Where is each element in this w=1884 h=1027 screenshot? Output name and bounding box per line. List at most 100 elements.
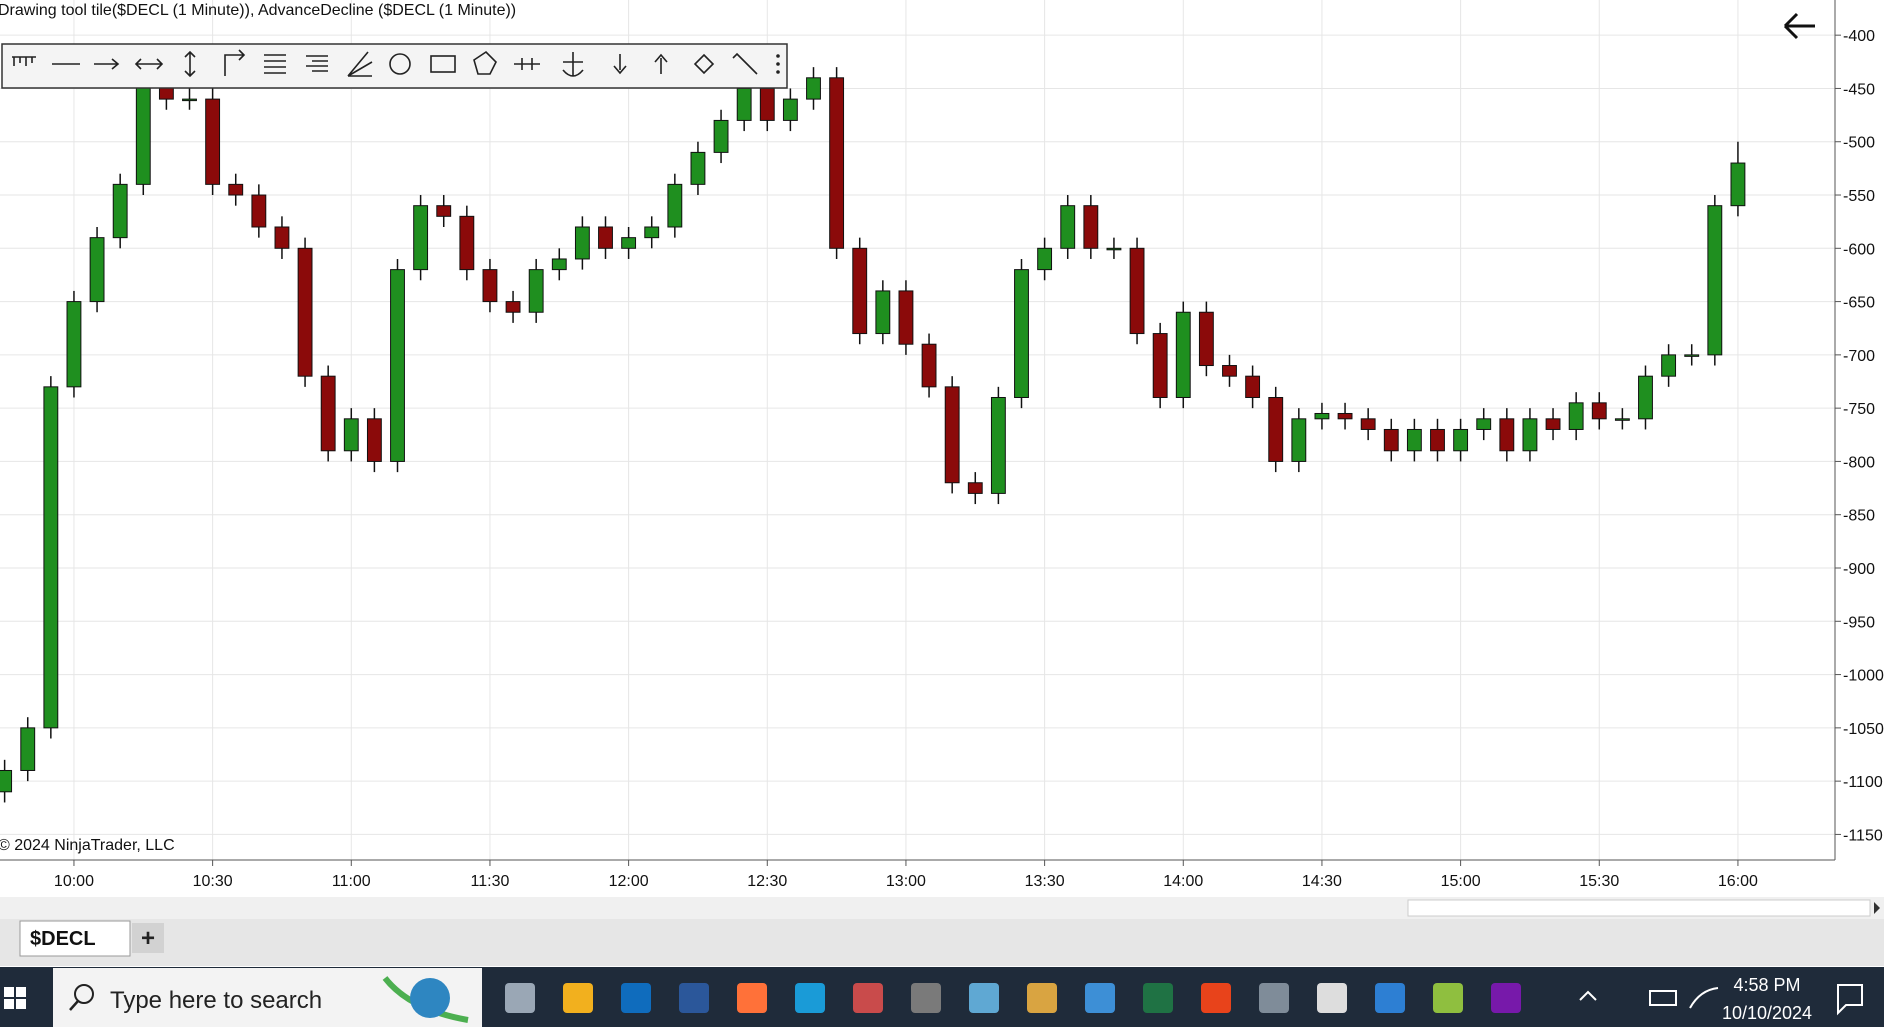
arrow-up-tool[interactable]	[654, 53, 668, 74]
tab[interactable]	[19, 920, 131, 957]
scroll-right[interactable]	[1874, 902, 1880, 914]
gann-tool[interactable]	[347, 51, 373, 77]
wifi-icon[interactable]	[1689, 987, 1719, 1009]
diamond-tool[interactable]	[693, 53, 715, 75]
arrow-line-tool[interactable]	[224, 49, 246, 76]
app-icon[interactable]	[1201, 983, 1231, 1013]
search-icon[interactable]	[74, 984, 94, 1004]
candle-body	[598, 226, 613, 249]
fib-tool[interactable]	[306, 55, 328, 72]
candle-body	[782, 98, 798, 121]
extended-line-tool[interactable]	[134, 58, 164, 70]
region-tool[interactable]	[514, 58, 540, 70]
app-icon[interactable]	[1259, 983, 1289, 1013]
app-icon[interactable]	[1317, 983, 1347, 1013]
y-tick-label: -600	[1843, 241, 1875, 258]
tray-chevron[interactable]	[1579, 990, 1597, 1001]
y-tick-label: -1100	[1843, 774, 1883, 791]
y-tick-label: -900	[1843, 561, 1875, 578]
tab-bar	[0, 919, 1884, 966]
candle-body	[667, 183, 683, 228]
candle-body	[1360, 418, 1376, 430]
horizontal-lines-tool[interactable]	[264, 54, 286, 74]
app-icon[interactable]	[1027, 983, 1057, 1013]
add-tab[interactable]	[132, 923, 164, 953]
candle-body	[1152, 333, 1168, 398]
scroll-thumb[interactable]	[1407, 899, 1871, 917]
app-icon[interactable]	[911, 983, 941, 1013]
drawing-toolbar	[1, 43, 788, 89]
app-icon[interactable]	[795, 983, 825, 1013]
menu-dot[interactable]	[776, 62, 780, 66]
pencil-tool[interactable]	[732, 52, 758, 75]
back-arrow[interactable]	[1783, 12, 1815, 40]
candle-body	[1060, 205, 1076, 249]
clock-date[interactable]: 10/10/2024	[1722, 1003, 1812, 1023]
app-icon[interactable]	[621, 983, 651, 1013]
app-icon[interactable]	[1433, 983, 1463, 1013]
app-icon[interactable]	[1085, 983, 1115, 1013]
x-tick-label: 10:00	[54, 873, 94, 890]
candle-body	[1730, 162, 1746, 207]
app-icon[interactable]	[1491, 983, 1521, 1013]
candle-body	[1314, 412, 1330, 420]
app-icon[interactable]	[679, 983, 709, 1013]
start-logo[interactable]	[4, 987, 14, 997]
chart-title: Drawing tool tile($DECL (1 Minute)), Adv…	[0, 2, 516, 19]
scrollbar[interactable]	[0, 897, 1884, 919]
x-tick-label: 13:30	[1025, 873, 1065, 890]
candle-body	[366, 418, 382, 462]
ruler-tool[interactable]	[12, 56, 36, 66]
anchor-tool[interactable]	[562, 52, 584, 77]
add-tab-label[interactable]: +	[141, 925, 155, 952]
notifications-icon[interactable]	[1837, 984, 1863, 1016]
app-icon[interactable]	[853, 983, 883, 1013]
ellipse-tool[interactable]	[389, 53, 411, 75]
app-icon[interactable]	[563, 983, 593, 1013]
tab-label[interactable]: $DECL	[30, 928, 96, 950]
menu-dot[interactable]	[776, 70, 780, 74]
candle-body	[1568, 402, 1584, 430]
candle-body	[482, 269, 498, 303]
candle-body	[1707, 205, 1723, 356]
y-tick-label: -700	[1843, 348, 1875, 365]
candle-body	[1175, 311, 1191, 398]
y-tick-label: -800	[1843, 454, 1875, 471]
candle-body	[320, 375, 336, 452]
candle-body	[1129, 247, 1145, 335]
ray-tool[interactable]	[94, 58, 120, 70]
arrow-down-tool[interactable]	[613, 54, 627, 75]
candle-body	[228, 183, 244, 196]
app-icon[interactable]	[737, 983, 767, 1013]
start-button[interactable]	[4, 987, 26, 1009]
y-tick-label: -950	[1843, 614, 1875, 631]
copyright: © 2024 NinjaTrader, LLC	[0, 837, 175, 854]
y-tick-label: -1050	[1843, 721, 1884, 738]
rectangle-tool[interactable]	[430, 55, 456, 73]
clock-time[interactable]: 4:58 PM	[1733, 975, 1800, 995]
app-icon[interactable]	[505, 983, 535, 1013]
toolbar-icons[interactable]	[12, 49, 758, 78]
x-tick-label: 11:30	[471, 873, 510, 890]
y-tick-label: -500	[1843, 135, 1875, 152]
menu-dot[interactable]	[776, 54, 780, 58]
candle-body	[713, 119, 729, 153]
candle-body	[1522, 418, 1538, 452]
candle-body	[1037, 247, 1053, 271]
battery-icon[interactable]	[1649, 990, 1677, 1006]
search-icon[interactable]	[69, 1000, 79, 1011]
candle-body	[1106, 247, 1122, 251]
search-placeholder[interactable]: Type here to search	[110, 987, 322, 1014]
app-icon[interactable]	[969, 983, 999, 1013]
candle-body	[413, 205, 429, 271]
x-tick-label: 15:30	[1579, 873, 1619, 890]
start-logo[interactable]	[16, 987, 26, 997]
start-logo[interactable]	[16, 999, 26, 1009]
app-icon[interactable]	[1375, 983, 1405, 1013]
start-logo[interactable]	[4, 999, 14, 1009]
vertical-line-tool[interactable]	[184, 50, 196, 78]
polygon-tool[interactable]	[473, 50, 497, 75]
app-icon[interactable]	[1143, 983, 1173, 1013]
back-arrow-icon[interactable]	[1783, 12, 1815, 40]
